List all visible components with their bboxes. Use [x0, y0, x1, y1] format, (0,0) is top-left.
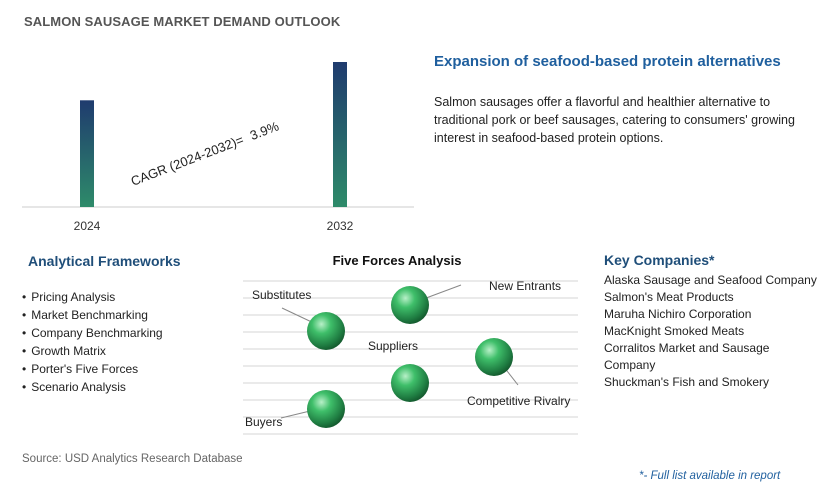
framework-item: Market Benchmarking — [22, 306, 163, 324]
bar-2032 — [333, 62, 347, 207]
substitutes-sphere — [307, 312, 345, 350]
company-item: Maruha Nichiro Corporation — [604, 307, 752, 321]
footnote: *- Full list available in report — [639, 470, 781, 482]
competitive-rivalry-sphere — [475, 338, 513, 376]
company-item: Salmon's Meat Products — [604, 290, 734, 304]
framework-item: Pricing Analysis — [22, 288, 163, 306]
framework-item: Scenario Analysis — [22, 378, 163, 396]
company-item: MacKnight Smoked Meats — [604, 324, 745, 338]
framework-item: Growth Matrix — [22, 342, 163, 360]
key-companies-heading: Key Companies* — [604, 252, 715, 268]
x-tick-2032: 2032 — [327, 219, 354, 233]
highlight-heading: Expansion of seafood-based protein alter… — [434, 53, 781, 70]
key-companies-list: Alaska Sausage and Seafood Company Salmo… — [604, 272, 824, 391]
suppliers-sphere — [391, 364, 429, 402]
competitive-rivalry-label: Competitive Rivalry — [467, 394, 570, 408]
highlight-description: Salmon sausages offer a flavorful and he… — [434, 95, 795, 145]
buyers-sphere — [307, 390, 345, 428]
source-note: Source: USD Analytics Research Database — [22, 453, 243, 465]
company-item: Corralitos Market and Sausage Company — [604, 341, 770, 372]
substitutes-label: Substitutes — [252, 288, 311, 302]
x-tick-2024: 2024 — [74, 219, 101, 233]
five-forces-diagram: Five Forces Analysis Substitutes New Ent… — [243, 253, 578, 435]
framework-item: Porter's Five Forces — [22, 360, 163, 378]
new-entrants-sphere — [391, 286, 429, 324]
frameworks-heading: Analytical Frameworks — [28, 253, 181, 269]
frameworks-list: Pricing Analysis Market Benchmarking Com… — [22, 288, 163, 396]
bar-2024 — [80, 100, 94, 207]
buyers-label: Buyers — [245, 415, 282, 429]
company-item: Shuckman's Fish and Smokery — [604, 375, 770, 389]
five-forces-heading: Five Forces Analysis — [333, 253, 462, 268]
company-item: Alaska Sausage and Seafood Company — [604, 273, 817, 287]
framework-item: Company Benchmarking — [22, 324, 162, 342]
bar-chart: 2024 2032 CAGR (2024-2032)=3.9% — [22, 62, 414, 233]
new-entrants-label: New Entrants — [489, 279, 561, 293]
suppliers-label: Suppliers — [368, 339, 418, 353]
page-title: SALMON SAUSAGE MARKET DEMAND OUTLOOK — [24, 14, 341, 29]
